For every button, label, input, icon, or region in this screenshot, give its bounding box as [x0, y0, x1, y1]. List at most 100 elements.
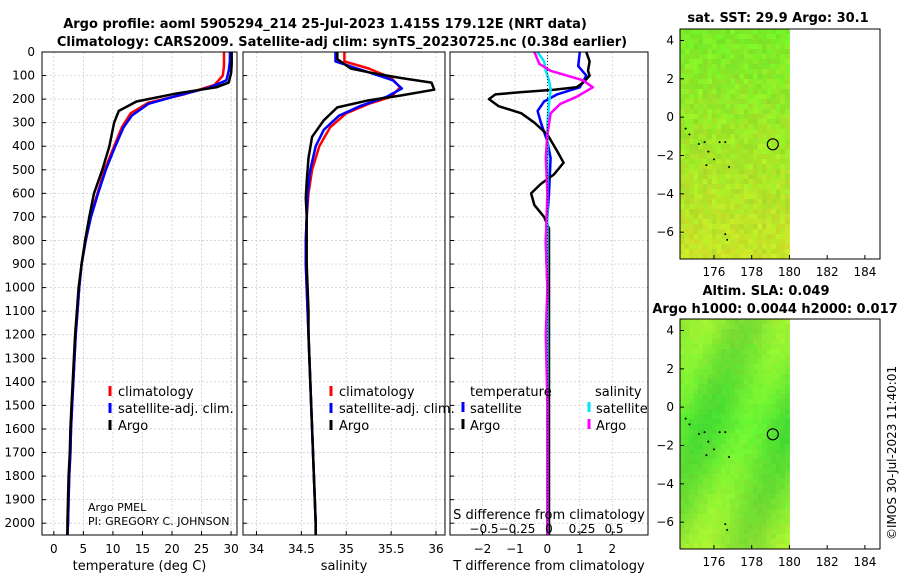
map-cell — [684, 239, 690, 245]
map-cell — [725, 324, 731, 330]
map-cell — [753, 239, 758, 245]
sla-map-subtitle: Argo h1000: 0.0044 h2000: 0.017 — [652, 302, 897, 317]
map-cell — [757, 149, 763, 155]
map-cell — [698, 199, 704, 205]
map-cell — [739, 144, 745, 150]
map-cell — [689, 374, 695, 380]
map-cell — [680, 539, 685, 545]
map-cell — [689, 539, 695, 545]
map-cell — [711, 329, 717, 335]
map-cell — [771, 184, 777, 190]
map-cell — [784, 389, 790, 395]
map-cell — [748, 144, 754, 150]
map-cell — [771, 499, 777, 505]
map-cell — [684, 119, 690, 125]
map-cell — [702, 404, 708, 410]
map-cell — [702, 89, 708, 95]
map-cell — [721, 459, 726, 465]
map-cell — [698, 504, 704, 510]
map-cell — [734, 404, 740, 410]
salinity-panel: 34 34.5 35 35.5 36salinityclimatologysatelli… — [242, 51, 455, 574]
map-cell — [757, 239, 763, 245]
map-cell — [757, 254, 763, 260]
map-y-tick-label: −6 — [656, 515, 674, 529]
map-cell — [743, 39, 749, 45]
map-cell — [711, 469, 717, 475]
map-cell — [734, 169, 740, 175]
map-cell — [707, 224, 713, 230]
map-cell — [734, 229, 740, 235]
map-cell — [689, 444, 695, 450]
map-cell — [766, 329, 772, 335]
map-cell — [743, 334, 749, 340]
legend-label: satellite — [596, 402, 648, 417]
map-cell — [784, 144, 790, 150]
map-cell — [753, 349, 758, 355]
map-cell — [771, 334, 777, 340]
map-cell — [766, 129, 772, 135]
map-cell — [766, 544, 772, 550]
map-cell — [730, 334, 736, 340]
map-cell — [766, 354, 772, 360]
map-cell — [725, 359, 731, 365]
map-cell — [684, 544, 690, 550]
map-cell — [721, 339, 726, 345]
map-cell — [771, 444, 777, 450]
map-cell — [762, 479, 768, 485]
map-cell — [780, 349, 786, 355]
map-cell — [730, 204, 736, 210]
map-cell — [711, 504, 717, 510]
map-cell — [780, 384, 786, 390]
map-cell — [753, 499, 758, 505]
map-cell — [721, 439, 726, 445]
map-cell — [730, 244, 736, 250]
map-cell — [775, 154, 781, 160]
map-cell — [771, 359, 777, 365]
title-line-2: Climatology: CARS2009. Satellite-adj cli… — [57, 35, 627, 50]
map-cell — [730, 139, 736, 145]
map-cell — [775, 324, 781, 330]
map-cell — [730, 354, 736, 360]
map-cell — [680, 84, 685, 90]
map-cell — [757, 114, 763, 120]
map-cell — [743, 424, 749, 430]
map-cell — [766, 519, 772, 525]
map-cell — [689, 429, 695, 435]
map-cell — [753, 169, 758, 175]
map-cell — [680, 164, 685, 170]
map-cell — [730, 74, 736, 80]
map-cell — [680, 399, 685, 405]
map-x-tick-label: 182 — [816, 265, 839, 279]
map-cell — [725, 184, 731, 190]
map-cell — [762, 109, 768, 115]
map-cell — [739, 369, 745, 375]
map-cell — [757, 499, 763, 505]
map-cell — [725, 89, 731, 95]
map-cell — [766, 184, 772, 190]
map-cell — [775, 379, 781, 385]
map-cell — [757, 494, 763, 500]
map-cell — [702, 34, 708, 40]
map-cell — [780, 534, 786, 540]
map-cell — [689, 369, 695, 375]
map-cell — [753, 334, 758, 340]
map-cell — [711, 339, 717, 345]
map-cell — [693, 334, 699, 340]
map-cell — [757, 524, 763, 530]
map-cell — [762, 104, 768, 110]
map-cell — [784, 114, 790, 120]
map-cell — [684, 444, 690, 450]
map-cell — [707, 209, 713, 215]
map-cell — [734, 59, 740, 65]
map-cell — [702, 454, 708, 460]
map-cell — [684, 209, 690, 215]
map-cell — [702, 369, 708, 375]
map-cell — [689, 229, 695, 235]
map-cell — [689, 174, 695, 180]
map-cell — [702, 484, 708, 490]
map-cell — [684, 184, 690, 190]
map-cell — [684, 329, 690, 335]
map-cell — [689, 189, 695, 195]
map-cell — [702, 159, 708, 165]
map-cell — [689, 84, 695, 90]
